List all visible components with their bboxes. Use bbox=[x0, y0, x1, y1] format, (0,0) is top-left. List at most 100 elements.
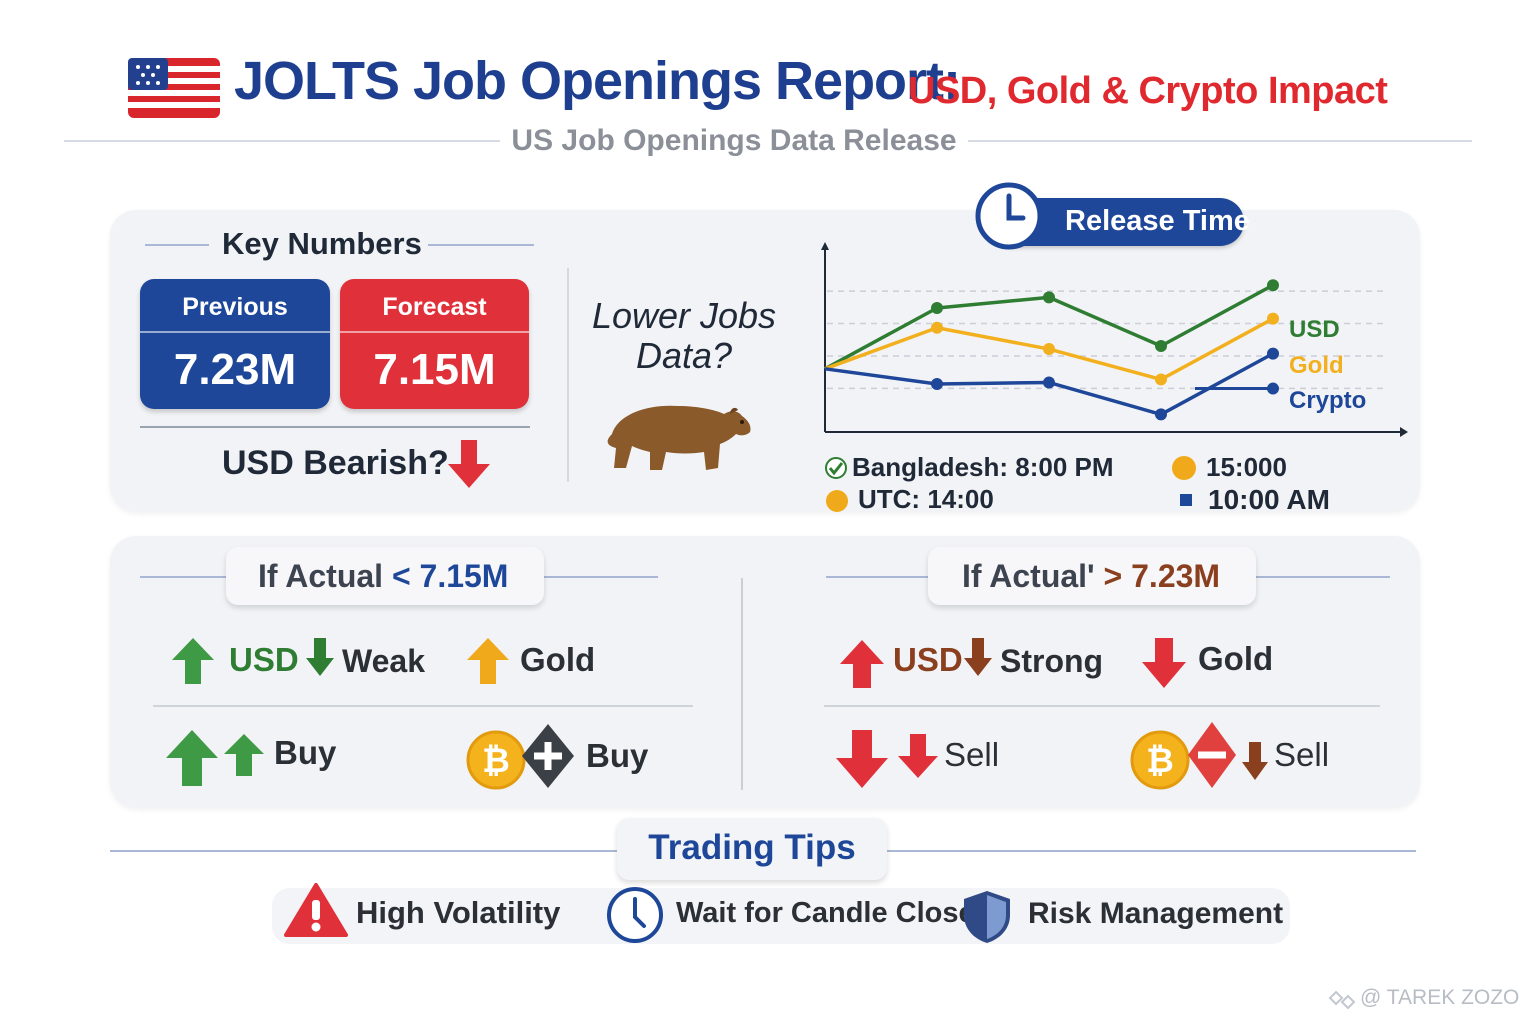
trading-tips-title: Trading Tips bbox=[648, 828, 856, 867]
data-point-gold bbox=[1267, 312, 1279, 325]
data-point-gold bbox=[931, 321, 943, 334]
previous-card: Previous 7.23M bbox=[140, 279, 330, 409]
key-numbers-title: Key Numbers bbox=[222, 226, 422, 261]
divider bbox=[110, 850, 622, 852]
data-point-crypto bbox=[931, 378, 943, 390]
divider bbox=[826, 576, 930, 578]
arrow-down-icon bbox=[964, 638, 992, 676]
divider bbox=[540, 576, 658, 578]
divider bbox=[741, 578, 743, 790]
arrow-up-icon bbox=[840, 640, 884, 688]
data-point-usd bbox=[931, 302, 943, 314]
usd-bias-text: USD Bearish? bbox=[222, 444, 449, 482]
divider bbox=[968, 140, 1472, 142]
scenario-low-gold: Gold bbox=[520, 641, 596, 678]
divider bbox=[153, 705, 693, 707]
us-flag-icon bbox=[128, 58, 220, 118]
sentiment-question: Lower Jobs Data? bbox=[584, 296, 784, 376]
warning-icon bbox=[284, 883, 348, 937]
arrow-up-icon bbox=[224, 734, 264, 776]
arrow-down-icon bbox=[1242, 742, 1268, 780]
divider bbox=[428, 244, 534, 246]
tip-high-volatility: High Volatility bbox=[356, 895, 561, 930]
square-icon bbox=[1180, 494, 1192, 506]
data-point-crypto bbox=[1267, 347, 1279, 360]
bear-icon bbox=[607, 405, 751, 470]
shield-icon bbox=[964, 891, 1010, 943]
time-alt-2: 10:00 AM bbox=[1208, 484, 1330, 515]
minus-diamond-icon bbox=[1188, 722, 1236, 788]
data-point-usd bbox=[1267, 279, 1279, 292]
arrow-down-icon bbox=[836, 730, 888, 788]
previous-label: Previous bbox=[182, 293, 288, 321]
time-bangladesh: Bangladesh: 8:00 PM bbox=[852, 452, 1114, 482]
scenario-low-action-1: Buy bbox=[274, 734, 337, 771]
svg-text:₿: ₿ bbox=[482, 741, 510, 781]
divider bbox=[1254, 576, 1390, 578]
card-divider bbox=[340, 331, 529, 333]
svg-text:₿: ₿ bbox=[1146, 741, 1174, 781]
scenario-low-value: < 7.15M bbox=[391, 558, 509, 594]
scenario-high-gold: Gold bbox=[1198, 640, 1274, 677]
sentiment-line-2: Data? bbox=[635, 335, 733, 376]
legend-gold: Gold bbox=[1289, 352, 1344, 379]
watermark: @ TAREK ZOZO bbox=[1360, 986, 1520, 1009]
chart-grid bbox=[821, 242, 1408, 437]
release-time-label: Release Time bbox=[1065, 205, 1250, 237]
sentiment-line-1: Lower Jobs bbox=[591, 295, 777, 336]
divider bbox=[140, 576, 232, 578]
data-point-crypto bbox=[1155, 408, 1167, 421]
scenario-low-usd-state: Weak bbox=[342, 643, 426, 679]
time-alt-1: 15:000 bbox=[1206, 452, 1287, 482]
previous-value: 7.23M bbox=[173, 345, 297, 394]
tip-wait-candle: Wait for Candle Close bbox=[676, 897, 975, 929]
chart-series bbox=[824, 279, 1279, 421]
arrow-up-icon bbox=[467, 638, 509, 684]
scenario-low-header: If Actual < 7.15M bbox=[226, 547, 544, 605]
card-divider bbox=[140, 331, 330, 333]
page-title-suffix: USD, Gold & Crypto Impact bbox=[908, 70, 1388, 112]
arrow-down-icon bbox=[1142, 638, 1186, 688]
scenario-high-usd-state: Strong bbox=[1000, 643, 1104, 679]
gold-dot-icon bbox=[1172, 456, 1196, 480]
data-point-gold bbox=[1155, 373, 1167, 386]
scenario-high-action-1: Sell bbox=[944, 736, 1000, 773]
arrow-down-icon bbox=[306, 638, 334, 676]
clock-icon bbox=[975, 182, 1043, 250]
tip-risk-management: Risk Management bbox=[1028, 897, 1284, 930]
scenario-high-usd: USD bbox=[893, 641, 963, 678]
divider bbox=[884, 850, 1416, 852]
release-chart bbox=[821, 242, 1408, 437]
bitcoin-icon: ₿ bbox=[1130, 730, 1190, 790]
bitcoin-icon: ₿ bbox=[466, 730, 526, 790]
trading-tips-badge bbox=[617, 818, 887, 880]
legend-crypto: Crypto bbox=[1289, 387, 1367, 414]
divider bbox=[64, 140, 500, 142]
data-point-crypto bbox=[1043, 376, 1055, 389]
scenario-high-prefix: If Actual' bbox=[962, 558, 1095, 594]
y-axis-arrow bbox=[821, 242, 829, 250]
plus-diamond-icon bbox=[522, 724, 574, 788]
scenario-high-header: If Actual' > 7.23M bbox=[928, 547, 1256, 605]
scenario-low-usd: USD bbox=[229, 641, 299, 678]
page-subtitle: US Job Openings Data Release bbox=[511, 124, 957, 157]
tips-bar bbox=[272, 888, 1290, 944]
divider bbox=[567, 268, 569, 482]
arrow-down-icon bbox=[898, 734, 938, 778]
watermark-icon bbox=[1328, 990, 1356, 1010]
scenario-high-value: > 7.23M bbox=[1103, 558, 1221, 594]
x-axis-arrow bbox=[1400, 427, 1408, 437]
divider bbox=[824, 705, 1380, 707]
clock-icon bbox=[607, 887, 663, 943]
divider bbox=[140, 426, 530, 428]
scenario-high-action-2: Sell bbox=[1274, 736, 1330, 773]
data-point-crypto bbox=[1267, 382, 1279, 395]
utc-dot-icon bbox=[826, 490, 848, 512]
divider bbox=[145, 244, 209, 246]
arrow-down-icon bbox=[448, 440, 490, 488]
forecast-value: 7.15M bbox=[373, 345, 496, 394]
check-icon bbox=[825, 457, 847, 479]
legend-usd: USD bbox=[1289, 316, 1340, 343]
page-title: JOLTS Job Openings Report: bbox=[234, 51, 961, 111]
arrow-up-icon bbox=[166, 730, 218, 786]
